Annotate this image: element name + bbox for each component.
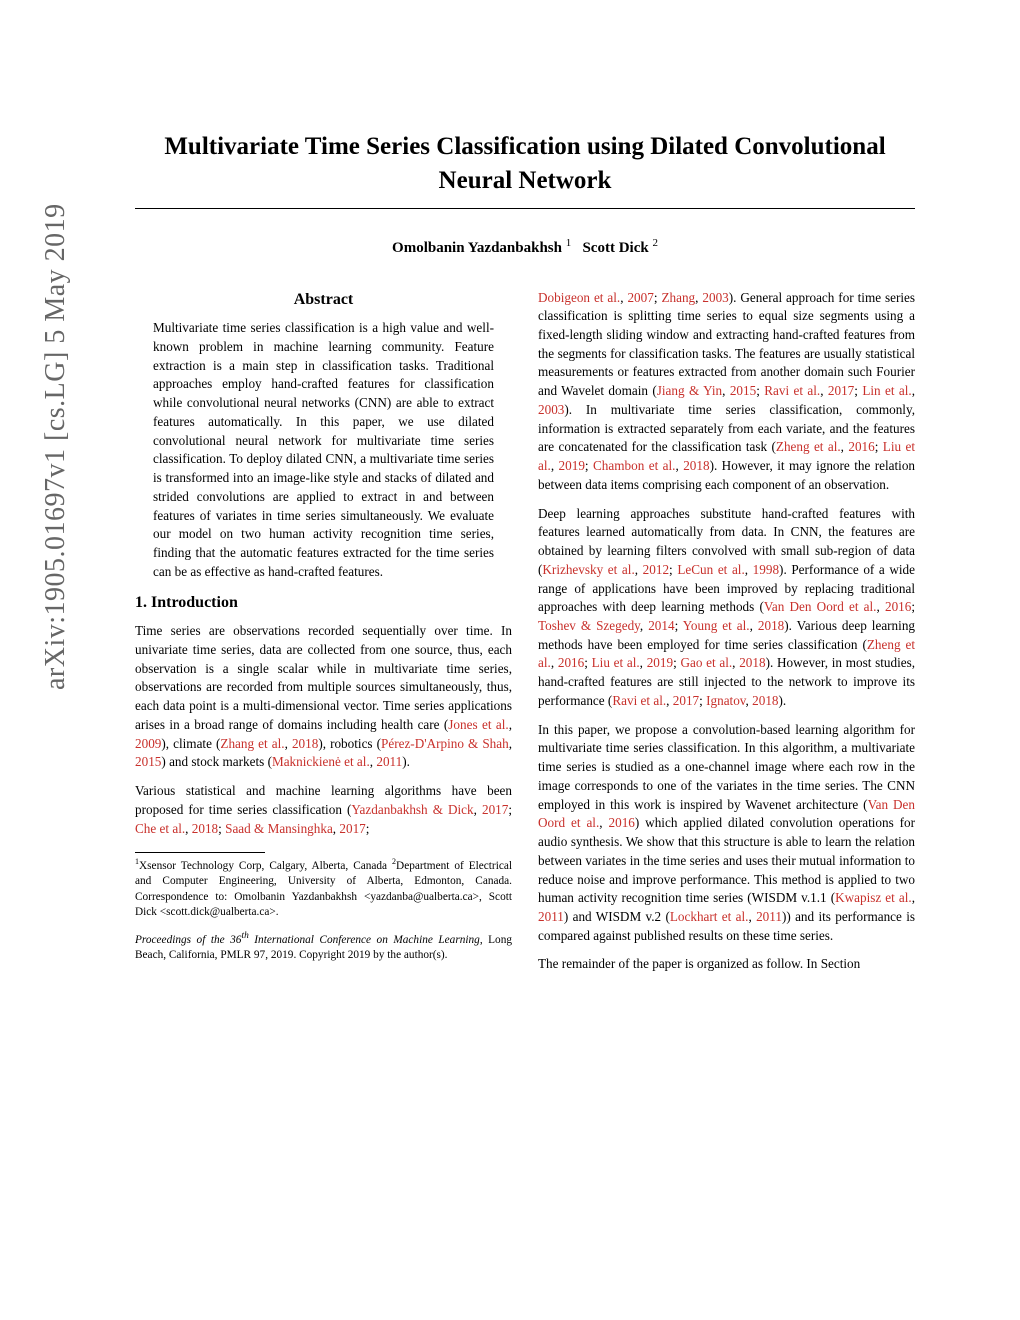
two-column-layout: Abstract Multivariate time series classi… — [135, 289, 915, 985]
abstract-text: Multivariate time series classification … — [135, 319, 512, 581]
title-rule — [135, 208, 915, 209]
abstract-heading: Abstract — [135, 289, 512, 312]
intro-paragraph-2: Various statistical and machine learning… — [135, 782, 512, 838]
right-paragraph-1: Dobigeon et al., 2007; Zhang, 2003). Gen… — [538, 289, 915, 495]
affiliation-footnote: 1Xsensor Technology Corp, Calgary, Alber… — [135, 857, 512, 920]
page-container: arXiv:1905.01697v1 [cs.LG] 5 May 2019 Mu… — [0, 0, 1020, 1320]
proceedings-note: Proceedings of the 36th International Co… — [135, 930, 512, 963]
intro-paragraph-1: Time series are observations recorded se… — [135, 622, 512, 772]
right-paragraph-4: The remainder of the paper is organized … — [538, 955, 915, 974]
left-column: Abstract Multivariate time series classi… — [135, 289, 512, 985]
content-area: Multivariate Time Series Classification … — [0, 0, 1020, 1024]
right-paragraph-2: Deep learning approaches substitute hand… — [538, 505, 915, 711]
right-column: Dobigeon et al., 2007; Zhang, 2003). Gen… — [538, 289, 915, 985]
author-list: Omolbanin Yazdanbakhsh 1 Scott Dick 2 — [135, 237, 915, 257]
paper-title: Multivariate Time Series Classification … — [135, 130, 915, 198]
right-paragraph-3: In this paper, we propose a convolution-… — [538, 721, 915, 946]
arxiv-identifier: arXiv:1905.01697v1 [cs.LG] 5 May 2019 — [40, 203, 72, 690]
section-1-heading: 1. Introduction — [135, 592, 512, 615]
footnote-rule — [135, 852, 265, 853]
